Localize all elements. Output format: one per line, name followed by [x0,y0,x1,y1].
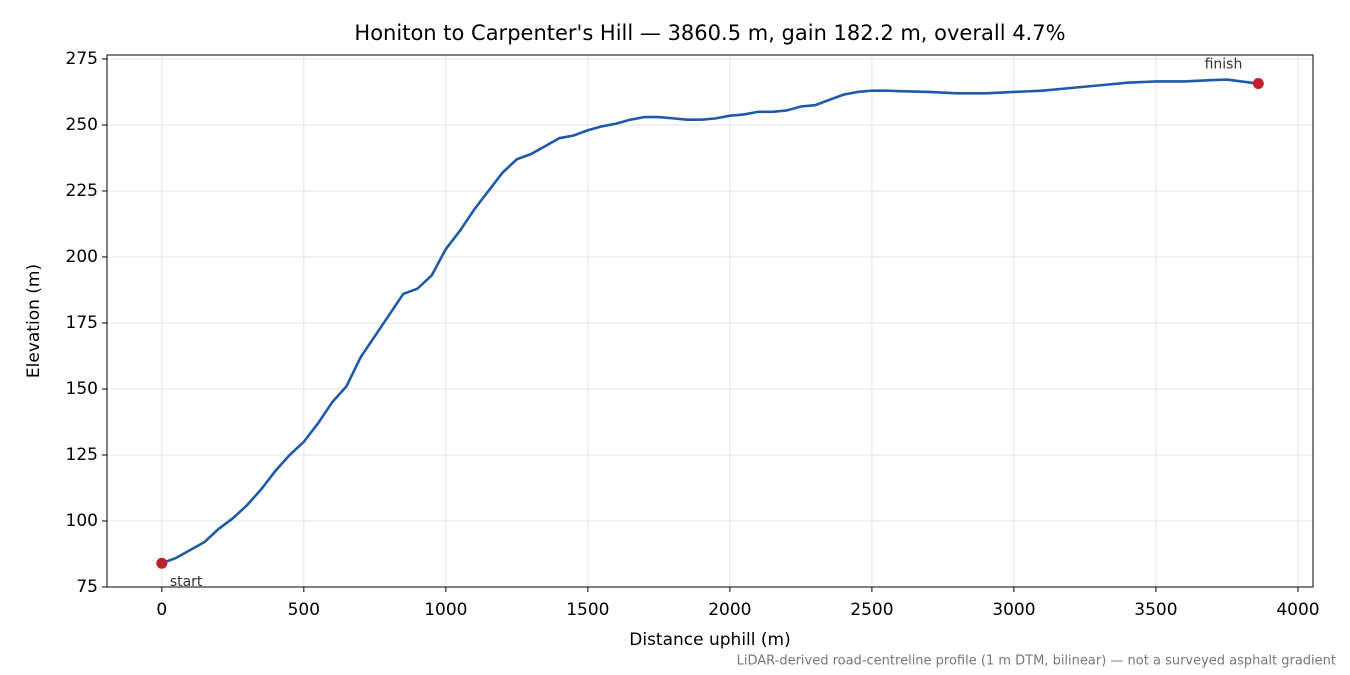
x-tick-label: 2500 [850,600,893,620]
endpoint-label: start [170,574,203,590]
chart-title: Honiton to Carpenter's Hill — 3860.5 m, … [354,21,1065,45]
x-tick-label: 4000 [1276,600,1319,620]
y-tick-label: 150 [66,379,98,399]
x-tick-label: 2000 [708,600,751,620]
y-tick-label: 250 [66,115,98,135]
y-axis-label: Elevation (m) [24,264,44,378]
endpoint-marker [1252,78,1264,90]
x-tick-label: 1500 [566,600,609,620]
y-tick-label: 200 [66,247,98,267]
y-tick-label: 75 [76,577,98,597]
x-tick-label: 1000 [424,600,467,620]
endpoint-marker [156,557,168,569]
elevation-line [161,78,1259,565]
y-tick-label: 100 [66,511,98,531]
footnote: LiDAR-derived road-centreline profile (1… [737,654,1336,669]
plot-frame [106,54,1314,588]
y-tick-label: 275 [66,49,98,69]
endpoint-label: finish [1205,57,1243,73]
x-axis-label: Distance uphill (m) [629,630,790,650]
y-tick-label: 125 [66,445,98,465]
x-tick-label: 0 [156,600,167,620]
x-tick-label: 500 [288,600,320,620]
x-tick-label: 3500 [1134,600,1177,620]
y-tick-label: 175 [66,313,98,333]
y-tick-label: 225 [66,181,98,201]
x-tick-label: 3000 [992,600,1035,620]
